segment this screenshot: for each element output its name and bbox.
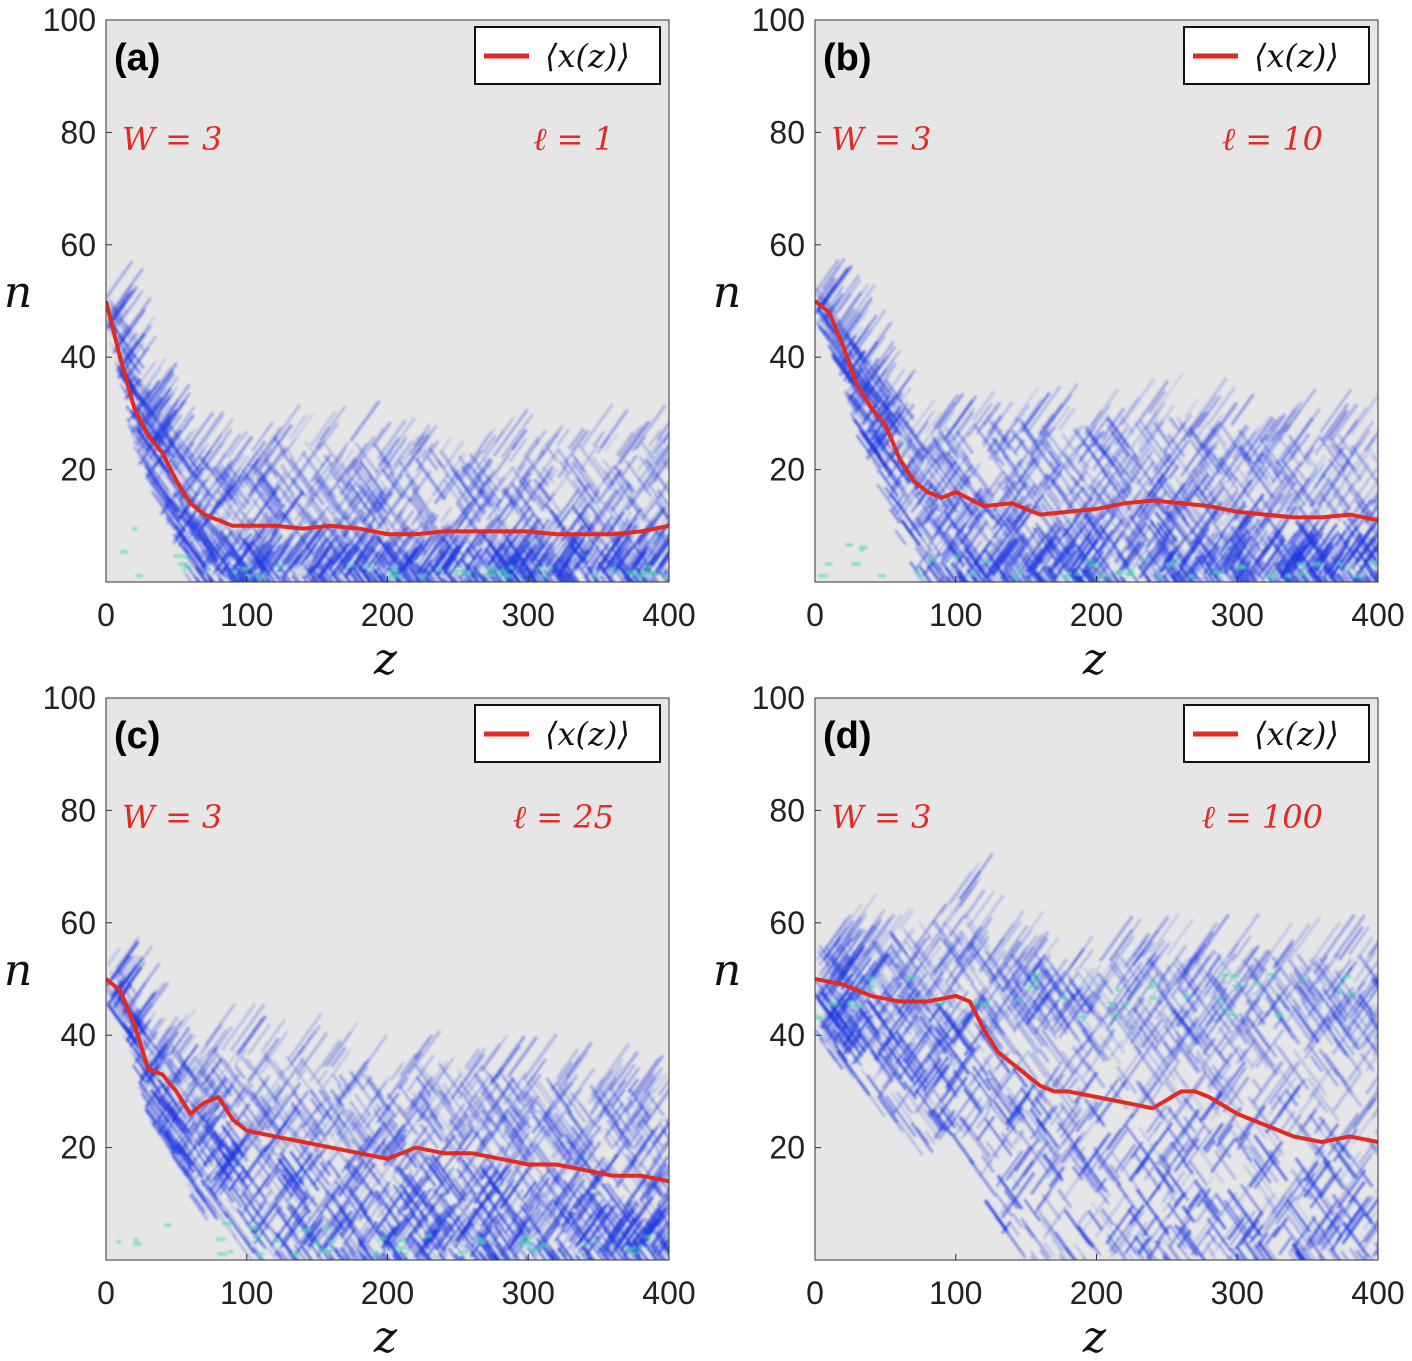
- mean-position-line: [106, 300, 669, 537]
- y-tick-label: 20: [60, 452, 96, 488]
- x-tick-label: 100: [929, 1275, 982, 1311]
- intensity-map: [106, 936, 669, 1260]
- x-tick-label: 400: [1351, 597, 1404, 633]
- panel-label: (b): [823, 37, 872, 79]
- y-tick-label: 20: [60, 1130, 96, 1166]
- x-axis-label: z: [373, 1312, 398, 1361]
- y-axis-label: n: [4, 945, 32, 996]
- legend-label: ⟨x(z)⟩: [1254, 37, 1339, 75]
- y-tick-label: 60: [60, 227, 96, 263]
- y-tick-label: 100: [752, 2, 805, 38]
- x-tick-label: 0: [97, 597, 115, 633]
- y-tick-label: 60: [60, 905, 96, 941]
- panel-label: (a): [114, 37, 160, 79]
- y-axis-label: n: [713, 945, 741, 996]
- x-tick-label: 400: [1351, 1275, 1404, 1311]
- y-tick-label: 40: [60, 1017, 96, 1053]
- x-axis-label: z: [373, 634, 398, 685]
- x-tick-label: 200: [1070, 1275, 1123, 1311]
- y-tick-label: 40: [769, 1017, 805, 1053]
- x-tick-label: 200: [361, 597, 414, 633]
- x-tick-label: 300: [1211, 1275, 1264, 1311]
- y-axis-label: n: [713, 267, 741, 318]
- mean-position-line: [815, 977, 1378, 1144]
- ell-label: ℓ = 100: [1201, 798, 1323, 836]
- x-tick-label: 100: [929, 597, 982, 633]
- y-tick-label: 60: [769, 905, 805, 941]
- panel-c: 0 100 200 300 400 20 40 60 80 100 z n (c) W = 3 ℓ = 25…: [4, 680, 696, 1361]
- panel-a: 0 100 200 300 400 20 40 60 80 100 z n (a) W = 3 ℓ = 1 ⟨…: [4, 2, 696, 685]
- disorder-strength-label: W = 3: [122, 798, 222, 836]
- ell-label: ℓ = 25: [513, 798, 614, 836]
- legend: ⟨x(z)⟩: [1183, 704, 1370, 763]
- legend-label: ⟨x(z)⟩: [545, 715, 630, 753]
- intensity-map: [815, 257, 1378, 582]
- x-tick-label: 300: [1211, 597, 1264, 633]
- x-tick-label: 400: [642, 597, 695, 633]
- legend: ⟨x(z)⟩: [474, 26, 661, 85]
- panel-label: (d): [823, 715, 872, 757]
- mean-position-line: [106, 977, 669, 1184]
- y-tick-label: 80: [769, 114, 805, 150]
- y-tick-label: 100: [43, 680, 96, 716]
- y-tick-label: 100: [752, 680, 805, 716]
- legend-label: ⟨x(z)⟩: [545, 37, 630, 75]
- x-axis-label: z: [1082, 634, 1107, 685]
- x-tick-label: 300: [502, 597, 555, 633]
- y-tick-label: 60: [769, 227, 805, 263]
- intensity-map: [815, 852, 1378, 1260]
- x-tick-label: 0: [806, 1275, 824, 1311]
- panel-d: 0 100 200 300 400 20 40 60 80 100 z n (d) W = 3 ℓ = 10…: [713, 680, 1405, 1361]
- x-tick-label: 100: [220, 1275, 273, 1311]
- legend-label: ⟨x(z)⟩: [1254, 715, 1339, 753]
- disorder-strength-label: W = 3: [831, 798, 931, 836]
- ell-label: ℓ = 1: [533, 120, 614, 158]
- panel-b: 0 100 200 300 400 20 40 60 80 100 z n (b) W = 3 ℓ = 10…: [713, 2, 1405, 685]
- x-tick-label: 200: [361, 1275, 414, 1311]
- disorder-strength-label: W = 3: [122, 120, 222, 158]
- y-tick-label: 20: [769, 1130, 805, 1166]
- y-axis-label: n: [4, 267, 32, 318]
- y-tick-label: 40: [769, 339, 805, 375]
- intensity-map: [106, 260, 669, 582]
- y-tick-label: 20: [769, 452, 805, 488]
- y-tick-label: 80: [60, 114, 96, 150]
- y-tick-label: 80: [769, 792, 805, 828]
- mean-position-line: [815, 299, 1378, 523]
- x-axis-label: z: [1082, 1312, 1107, 1361]
- legend: ⟨x(z)⟩: [1183, 26, 1370, 85]
- x-tick-label: 100: [220, 597, 273, 633]
- ell-label: ℓ = 10: [1222, 120, 1323, 158]
- y-tick-label: 100: [43, 2, 96, 38]
- y-tick-label: 80: [60, 792, 96, 828]
- y-tick-label: 40: [60, 339, 96, 375]
- disorder-strength-label: W = 3: [831, 120, 931, 158]
- x-tick-label: 0: [806, 597, 824, 633]
- x-tick-label: 0: [97, 1275, 115, 1311]
- x-tick-label: 300: [502, 1275, 555, 1311]
- legend: ⟨x(z)⟩: [474, 704, 661, 763]
- panel-label: (c): [114, 715, 160, 757]
- x-tick-label: 400: [642, 1275, 695, 1311]
- x-tick-label: 200: [1070, 597, 1123, 633]
